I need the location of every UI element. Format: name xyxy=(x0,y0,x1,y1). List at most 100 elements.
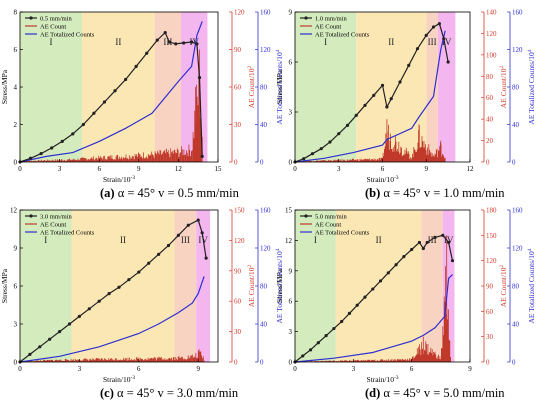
stress-point xyxy=(363,295,367,299)
y3-axis-label: AE Totalized Counts/104 xyxy=(527,49,536,124)
zone-IV xyxy=(437,12,456,162)
y2-tick-label: 0 xyxy=(234,359,238,367)
legend-stress-marker xyxy=(304,16,308,20)
stress-point xyxy=(421,246,425,251)
y-axis-label: Stress/MPa xyxy=(275,268,284,303)
chart-panel-d: I II III IV0 3 6 9Strain/10-303691215Stress/MP… xyxy=(275,207,536,385)
x-tick-label: 0 xyxy=(18,165,22,173)
zone-III xyxy=(421,210,443,362)
y2-tick-label: 20 xyxy=(486,137,494,145)
x-tick-label: 12 xyxy=(467,165,475,173)
x-axis-label: Strain/10-3 xyxy=(366,375,398,384)
y3-axis-label: AE Totalized Counts/104 xyxy=(275,248,284,323)
zone-label-I: I xyxy=(50,37,53,47)
zone-I xyxy=(20,210,72,362)
y3-tick-label: 120 xyxy=(260,245,271,253)
stress-point xyxy=(60,139,64,143)
y3-tick-label: 80 xyxy=(512,283,520,291)
legend-ae-count-label: AE Count xyxy=(40,222,66,229)
stress-point xyxy=(380,83,385,87)
stress-point xyxy=(337,132,341,136)
stress-point xyxy=(58,330,62,334)
legend-ae-total-label: AE Totalized Counts xyxy=(40,230,95,237)
caption-d: (d) α = 45° v = 5.0 mm/min xyxy=(365,386,505,400)
y2-tick-label: 60 xyxy=(234,298,242,306)
legend-stress-label: 5.0 mm/min xyxy=(315,214,348,221)
stress-point xyxy=(204,256,208,260)
zone-II xyxy=(71,210,175,362)
x-tick-label: 3 xyxy=(352,365,356,373)
y-axis-label: Stress/MPa xyxy=(0,268,9,303)
stress-point xyxy=(447,240,451,245)
stress-point xyxy=(97,299,101,303)
chart-panel-c: I II III IV0 3 6 9Strain/10-3036912Stress/MPa0… xyxy=(0,207,284,385)
stress-point xyxy=(48,337,52,341)
y3-tick-label: 40 xyxy=(260,121,268,129)
chart-panel-a: IIIIIIIV03691215Strain/10-302468Stress/M… xyxy=(0,9,284,185)
stress-point xyxy=(28,156,33,160)
stress-point xyxy=(117,285,121,289)
y3-tick-label: 160 xyxy=(260,207,271,215)
y3-tick-label: 0 xyxy=(260,359,264,367)
y2-tick-label: 100 xyxy=(486,51,497,59)
stress-point xyxy=(174,42,178,46)
y-tick-label: 0 xyxy=(14,359,18,367)
y3-tick-label: 160 xyxy=(260,9,271,17)
stress-point xyxy=(155,38,159,42)
zone-I xyxy=(295,12,357,162)
legend-stress-marker xyxy=(304,214,308,218)
stress-point xyxy=(163,31,167,35)
stress-point xyxy=(71,132,75,136)
y3-tick-label: 120 xyxy=(512,46,523,54)
stress-point xyxy=(67,322,72,326)
stress-point xyxy=(87,307,91,311)
x-tick-label: 0 xyxy=(293,165,297,173)
stress-point xyxy=(301,354,305,358)
ae-total-series xyxy=(19,21,203,163)
y-axis-label: Stress/MPa xyxy=(0,69,9,104)
y3-tick-label: 0 xyxy=(260,159,264,167)
stress-point xyxy=(92,111,96,115)
y2-tick-label: 0 xyxy=(486,159,490,167)
y2-tick-label: 60 xyxy=(486,308,494,316)
y2-tick-label: 60 xyxy=(486,94,494,102)
stress-point xyxy=(316,341,320,345)
y-tick-label: 9 xyxy=(289,9,293,17)
legend-ae-count-label: AE Count xyxy=(315,24,341,31)
legend-stress-marker xyxy=(29,214,33,218)
stress-point xyxy=(166,243,171,248)
legend-ae-total-label: AE Totalized Counts xyxy=(315,230,370,237)
legend-stress-label: 1.0 mm/min xyxy=(315,16,348,23)
y3-tick-label: 40 xyxy=(512,321,520,329)
zone-I xyxy=(295,210,336,362)
x-axis-label: Strain/10-3 xyxy=(103,175,135,184)
stress-point xyxy=(328,140,332,144)
stress-point xyxy=(371,287,375,291)
stress-point xyxy=(157,252,161,256)
y-tick-label: 8 xyxy=(14,9,18,17)
zone-I xyxy=(20,12,83,162)
zone-label-IV: IV xyxy=(444,235,454,245)
stress-point xyxy=(319,147,323,151)
zone-label-I: I xyxy=(44,235,47,245)
zone-III xyxy=(154,12,182,162)
stress-point xyxy=(302,157,306,161)
stress-point xyxy=(431,25,436,29)
stress-point xyxy=(450,259,455,263)
y3-tick-label: 0 xyxy=(512,159,516,167)
stress-point xyxy=(38,345,42,349)
y2-tick-label: 90 xyxy=(234,46,242,54)
zone-label-II: II xyxy=(376,235,382,245)
chart-panel-b: I II III IV0 3 6 9 12Strain/10-30369Stress/MPa0… xyxy=(275,9,536,185)
stress-point xyxy=(186,223,190,227)
zone-II xyxy=(335,210,422,362)
x-tick-label: 3 xyxy=(78,365,82,373)
stress-point xyxy=(196,218,200,222)
y2-tick-label: 30 xyxy=(234,328,242,336)
stress-point xyxy=(134,64,138,68)
legend-ae-total-label: AE Totalized Counts xyxy=(315,32,370,39)
y3-tick-label: 80 xyxy=(260,283,268,291)
zone-III xyxy=(174,210,197,362)
y2-tick-label: 60 xyxy=(234,84,242,92)
y-tick-label: 0 xyxy=(289,359,293,367)
